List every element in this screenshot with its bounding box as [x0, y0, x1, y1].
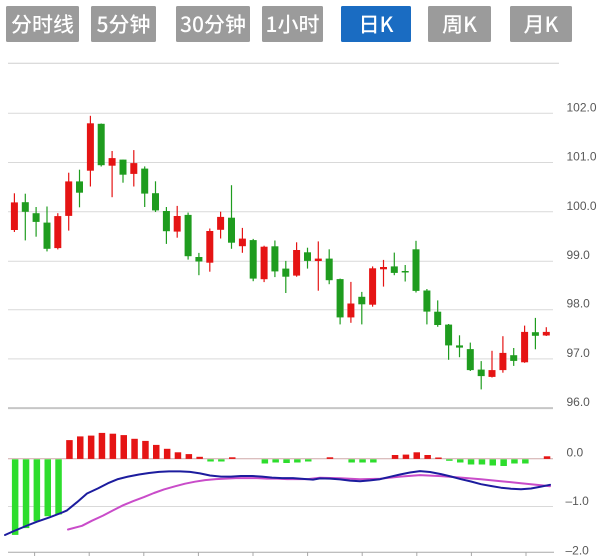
svg-text:101.0: 101.0 — [567, 150, 597, 164]
svg-text:97.0: 97.0 — [567, 346, 591, 360]
svg-text:–1.0: –1.0 — [566, 494, 590, 508]
svg-text:98.0: 98.0 — [567, 297, 591, 311]
svg-text:–2.0: –2.0 — [566, 544, 590, 558]
svg-text:102.0: 102.0 — [567, 100, 597, 114]
svg-text:0.0: 0.0 — [567, 445, 584, 459]
svg-text:99.0: 99.0 — [567, 248, 591, 262]
svg-text:100.0: 100.0 — [567, 199, 597, 213]
svg-text:96.0: 96.0 — [567, 395, 591, 409]
